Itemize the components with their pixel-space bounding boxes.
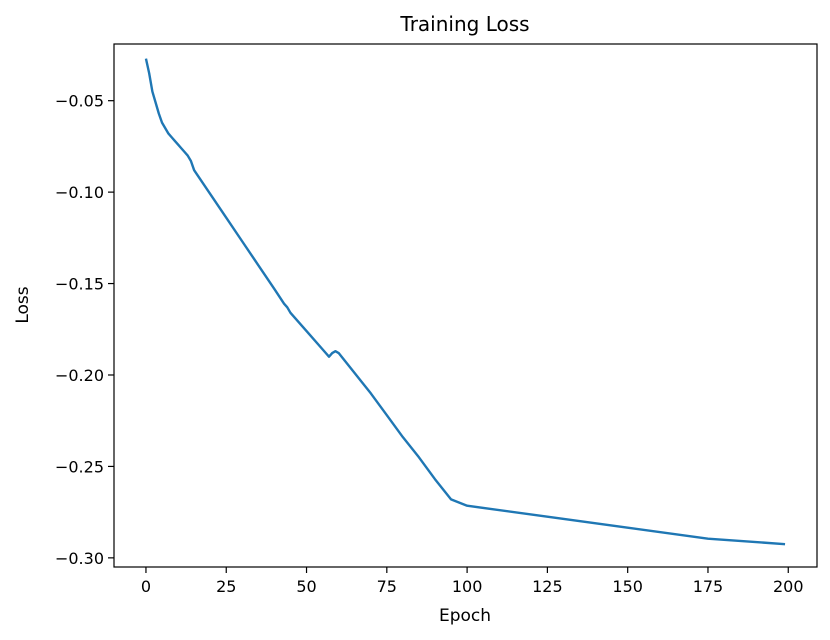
x-tick-label: 175	[693, 577, 724, 596]
y-tick-label: −0.25	[55, 457, 104, 476]
chart-title: Training Loss	[399, 12, 529, 36]
x-tick-label: 25	[216, 577, 236, 596]
x-tick-label: 125	[532, 577, 563, 596]
y-tick-label: −0.10	[55, 183, 104, 202]
y-axis-ticks: −0.05 −0.10 −0.15 −0.20 −0.25 −0.30	[55, 92, 114, 568]
y-tick-label: −0.15	[55, 275, 104, 294]
loss-series-line	[144, 58, 786, 546]
y-tick-label: −0.30	[55, 549, 104, 568]
x-tick-label: 50	[296, 577, 316, 596]
x-tick-label: 200	[773, 577, 804, 596]
plot-frame	[113, 43, 818, 568]
x-tick-label: 100	[452, 577, 483, 596]
y-tick-label: −0.05	[55, 92, 104, 111]
y-tick-label: −0.20	[55, 366, 104, 385]
x-axis-ticks: 0 25 50 75 100 125 150 175 200	[141, 567, 804, 596]
x-tick-label: 75	[377, 577, 397, 596]
x-tick-label: 150	[612, 577, 643, 596]
x-tick-label: 0	[141, 577, 151, 596]
x-axis-label: Epoch	[439, 606, 491, 626]
y-axis-label: Loss	[13, 286, 33, 323]
